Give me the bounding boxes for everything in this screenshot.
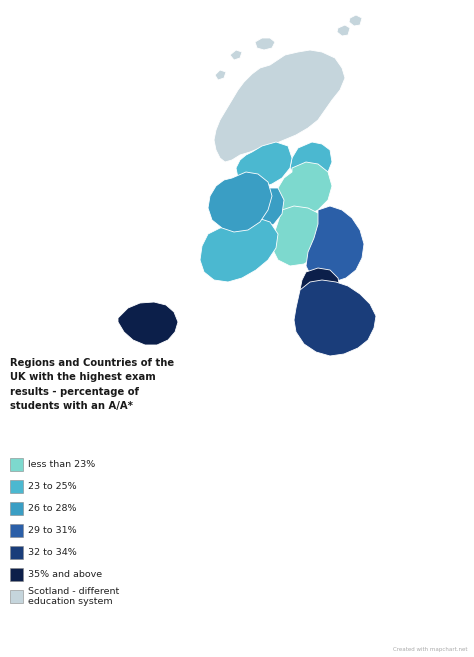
Polygon shape: [349, 15, 362, 26]
Polygon shape: [208, 172, 272, 232]
Text: Created with mapchart.net: Created with mapchart.net: [393, 647, 468, 652]
Polygon shape: [294, 280, 376, 356]
Text: 32 to 34%: 32 to 34%: [28, 548, 77, 557]
Polygon shape: [215, 70, 226, 80]
Text: 23 to 25%: 23 to 25%: [28, 482, 77, 491]
Bar: [10, 546, 23, 559]
Text: 35% and above: 35% and above: [28, 570, 102, 579]
Polygon shape: [200, 218, 278, 282]
Bar: [10, 458, 23, 471]
Polygon shape: [337, 25, 350, 36]
Polygon shape: [118, 302, 178, 345]
Polygon shape: [230, 50, 242, 60]
Text: Scotland - different
education system: Scotland - different education system: [28, 587, 119, 606]
Bar: [10, 502, 23, 515]
Polygon shape: [236, 142, 292, 188]
Text: 26 to 28%: 26 to 28%: [28, 504, 76, 513]
Polygon shape: [214, 50, 345, 162]
Text: less than 23%: less than 23%: [28, 460, 95, 469]
Bar: [10, 480, 23, 493]
Polygon shape: [232, 188, 284, 232]
Bar: [10, 568, 23, 581]
Bar: [10, 590, 23, 603]
Polygon shape: [306, 206, 364, 282]
Polygon shape: [255, 38, 275, 50]
Text: Regions and Countries of the
UK with the highest exam
results - percentage of
st: Regions and Countries of the UK with the…: [10, 358, 174, 411]
Polygon shape: [276, 162, 332, 216]
Text: 29 to 31%: 29 to 31%: [28, 526, 77, 535]
Polygon shape: [290, 142, 332, 180]
Polygon shape: [272, 206, 326, 266]
Polygon shape: [300, 268, 340, 306]
Bar: [10, 524, 23, 537]
